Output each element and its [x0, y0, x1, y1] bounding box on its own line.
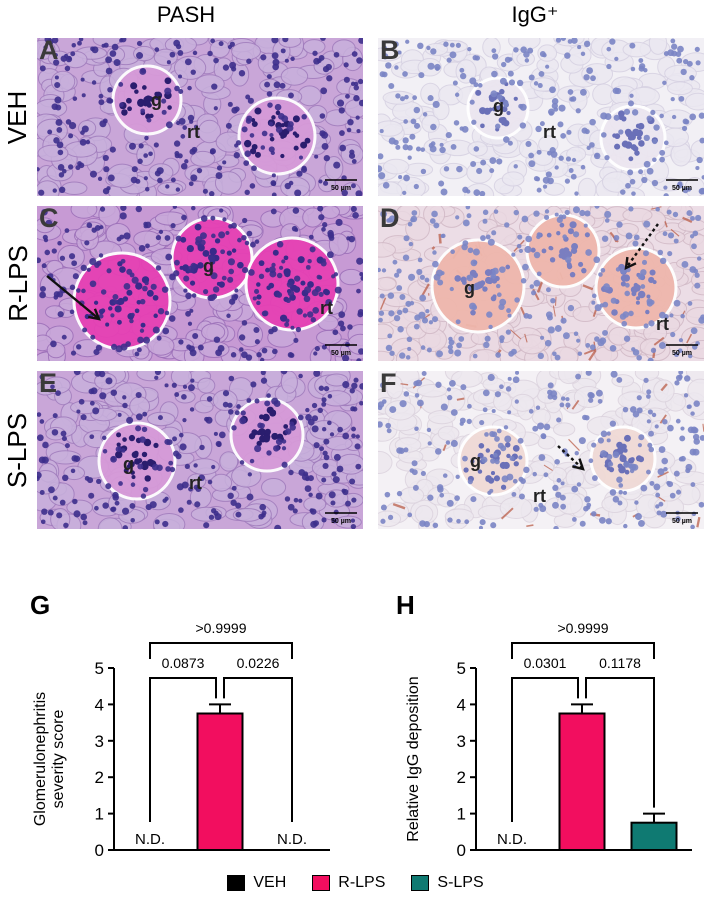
- not-detected-label: N.D.: [497, 831, 527, 848]
- scale-bar-label: 50 µm: [331, 518, 351, 525]
- y-tick-label: 1: [457, 805, 466, 824]
- not-detected-label: N.D.: [277, 831, 307, 848]
- micrograph-panel-e: g rt 50 µm E: [37, 371, 363, 529]
- panel-letter: C: [39, 206, 59, 233]
- row-label-s-lps: S-LPS: [2, 412, 33, 488]
- y-tick-label: 3: [95, 732, 104, 751]
- bar-chart-h: Relative IgG deposition 0 1 2 3 4 5 N.D. 0.0301 0…: [405, 620, 692, 860]
- label-renal-tubule: rt: [189, 473, 202, 493]
- bar-r-lps: [196, 712, 244, 851]
- label-renal-tubule: rt: [320, 298, 333, 318]
- row-label-veh: VEH: [2, 90, 33, 144]
- comparison-bracket: [585, 677, 655, 808]
- chart-letter-h: H: [396, 590, 415, 620]
- y-tick-label: 2: [95, 768, 104, 787]
- comparison-bracket: [511, 642, 655, 659]
- p-value-label: 0.0301: [524, 655, 567, 671]
- scale-bar-label: 50 µm: [331, 350, 351, 357]
- scale-bar-label: 50 µm: [331, 185, 351, 192]
- chart-letter-g: G: [30, 590, 51, 620]
- label-renal-tubule: rt: [656, 314, 669, 334]
- comparison-bracket: [149, 642, 293, 659]
- micrograph-panel-f: g rt 50 µm F: [378, 371, 704, 529]
- y-tick-label: 5: [95, 659, 104, 678]
- legend-swatch-s-lps: [411, 875, 430, 891]
- y-tick-label: 4: [457, 695, 466, 714]
- panel-letter: E: [39, 371, 58, 398]
- micrograph-panel-d: g rt 50 µm D: [378, 206, 704, 361]
- column-title-igg: IgG⁺: [511, 2, 559, 27]
- legend-label-veh: VEH: [253, 874, 287, 891]
- label-glomerulus: g: [151, 90, 162, 110]
- y-tick-label: 0: [95, 841, 104, 860]
- legend-item-r-lps: R-LPS: [312, 874, 385, 892]
- label-glomerulus: g: [123, 454, 134, 474]
- bar-s-lps: [630, 821, 678, 851]
- label-glomerulus: g: [470, 451, 481, 471]
- legend-item-veh: VEH: [227, 874, 286, 892]
- panel-letter: D: [380, 206, 400, 233]
- scale-bar-label: 50 µm: [672, 185, 692, 192]
- legend-swatch-veh: [227, 875, 246, 891]
- y-tick-label: 3: [457, 732, 466, 751]
- bar-chart-g: Glomerulonephritisseverity score 0 1 2 3 4 5 N.…: [32, 620, 330, 860]
- y-axis-label: Relative IgG deposition: [405, 676, 422, 841]
- label-glomerulus: g: [203, 256, 214, 276]
- label-renal-tubule: rt: [543, 122, 556, 142]
- y-tick-label: 5: [457, 659, 466, 678]
- panel-letter: A: [39, 38, 59, 65]
- p-value-label: 0.1178: [599, 655, 641, 671]
- legend-label-s-lps: S-LPS: [437, 874, 484, 891]
- label-glomerulus: g: [464, 278, 475, 298]
- p-value-label: 0.0226: [237, 655, 280, 671]
- panel-letter: F: [380, 371, 397, 398]
- y-tick-label: 0: [457, 841, 466, 860]
- legend: VEH R-LPS S-LPS: [0, 874, 711, 892]
- label-glomerulus: g: [493, 96, 504, 116]
- comparison-bracket: [511, 677, 579, 822]
- column-title-pash: PASH: [156, 2, 216, 27]
- row-label-r-lps: R-LPS: [2, 245, 33, 322]
- bar-r-lps: [558, 712, 606, 851]
- label-renal-tubule: rt: [187, 122, 200, 142]
- scale-bar-label: 50 µm: [672, 350, 692, 357]
- comparison-bracket: [149, 677, 217, 822]
- p-value-label: >0.9999: [196, 620, 247, 636]
- p-value-label: >0.9999: [558, 620, 609, 636]
- p-value-label: 0.0873: [162, 655, 205, 671]
- legend-item-s-lps: S-LPS: [411, 874, 484, 892]
- y-tick-label: 2: [457, 768, 466, 787]
- y-tick-label: 4: [95, 695, 104, 714]
- label-renal-tubule: rt: [533, 486, 546, 506]
- comparison-bracket: [223, 677, 293, 822]
- not-detected-label: N.D.: [135, 831, 165, 848]
- panel-letter: B: [380, 38, 400, 65]
- legend-swatch-r-lps: [312, 875, 331, 891]
- micrograph-panel-a: g rt 50 µm A: [37, 38, 363, 196]
- y-tick-label: 1: [95, 805, 104, 824]
- micrograph-panel-c: g rt 50 µm C: [37, 206, 363, 361]
- legend-label-r-lps: R-LPS: [338, 874, 386, 891]
- y-axis-label: Glomerulonephritisseverity score: [32, 692, 67, 826]
- scale-bar-label: 50 µm: [672, 518, 692, 525]
- micrograph-panel-b: g rt 50 µm B: [378, 38, 704, 196]
